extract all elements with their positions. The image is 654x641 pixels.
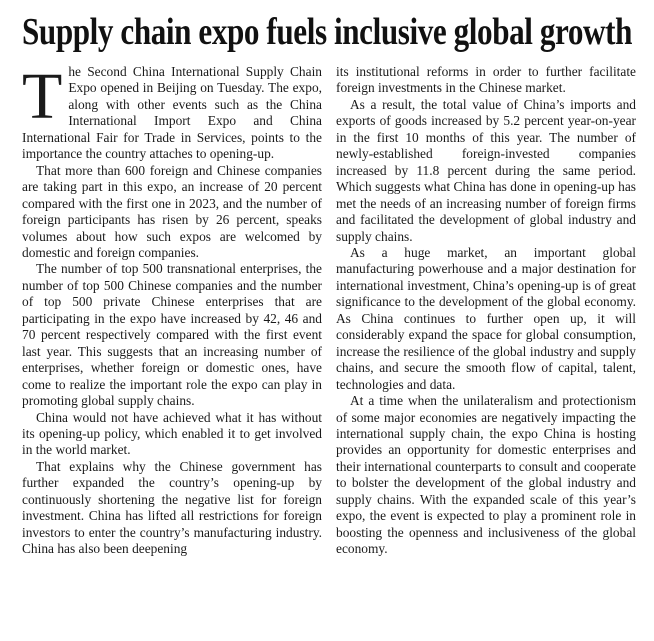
paragraph-text: At a time when the unilateralism and pro… [336,393,636,557]
paragraph: As a result, the total value of China’s … [336,97,636,245]
paragraph-text: As a huge market, an important global ma… [336,244,636,392]
paragraph-text: he Second China International Supply Cha… [22,64,322,162]
paragraph: At a time when the unilateralism and pro… [336,393,636,558]
paragraph-text: its institutional reforms in order to fu… [336,64,636,96]
paragraph: China would not have achieved what it ha… [22,410,322,459]
paragraph-text: That explains why the Chinese government… [22,458,322,557]
paragraph-text: The number of top 500 transnational ente… [22,261,322,409]
column: its institutional reforms in order to fu… [336,64,636,558]
paragraph-text: That more than 600 foreign and Chinese c… [22,162,322,260]
paragraph: The number of top 500 transnational ente… [22,261,322,409]
paragraph: its institutional reforms in order to fu… [336,64,636,97]
paragraph-text: As a result, the total value of China’s … [336,96,636,244]
paragraph: That more than 600 foreign and Chinese c… [22,163,322,262]
headline: Supply chain expo fuels inclusive global… [22,11,632,53]
paragraph: As a huge market, an important global ma… [336,245,636,393]
paragraph-text: China would not have achieved what it ha… [22,409,322,458]
drop-cap: T [22,60,63,133]
paragraph: That explains why the Chinese government… [22,459,322,558]
